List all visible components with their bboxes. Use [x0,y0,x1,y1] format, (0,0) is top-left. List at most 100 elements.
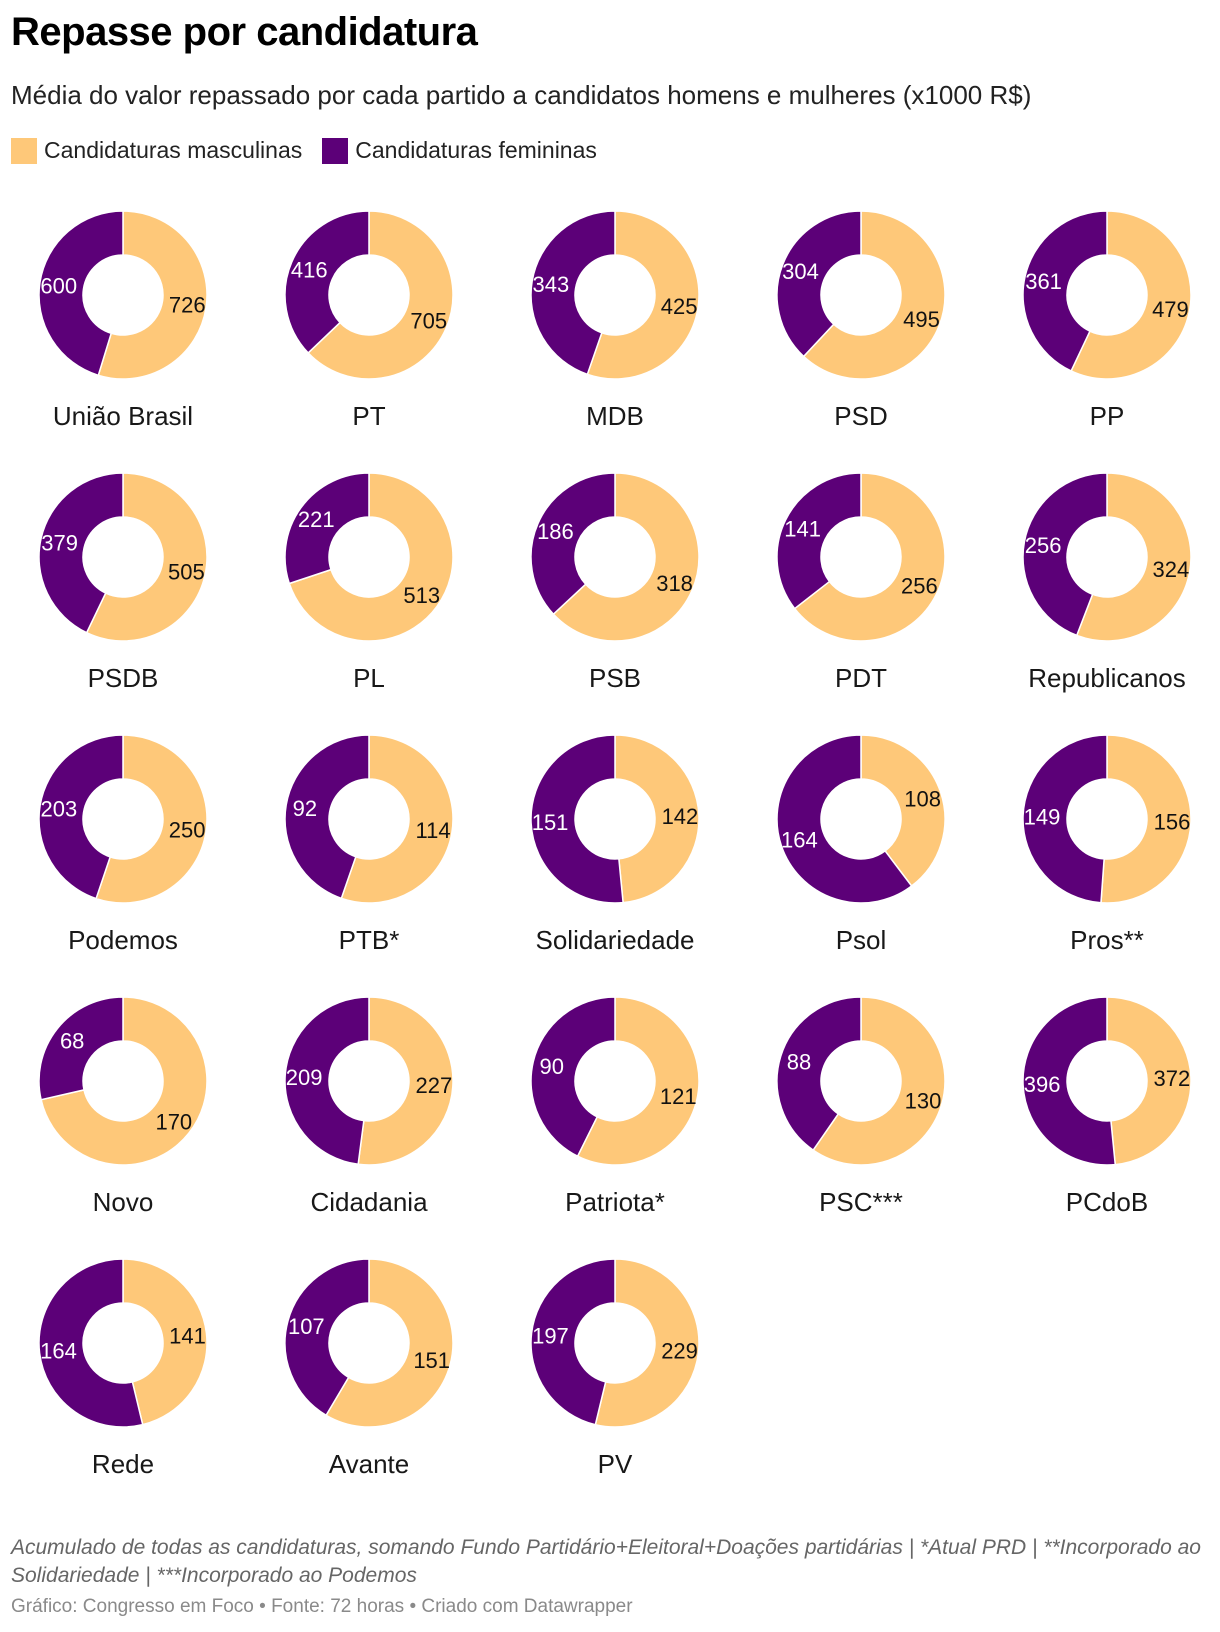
slice-female [284,734,370,900]
value-label-female: 92 [293,796,317,821]
value-label-male: 372 [1154,1066,1191,1091]
party-label: PSDB [88,663,159,693]
party-label: União Brasil [53,401,193,431]
slice-female [284,1258,370,1417]
credits: Gráfico: Congresso em Foco • Fonte: 72 h… [11,1596,633,1617]
legend-swatch-female [322,137,349,164]
value-label-male: 250 [169,818,206,843]
value-label-female: 221 [298,507,335,532]
party-label: Solidariedade [535,925,694,955]
slice-male [1100,734,1192,904]
slice-female [1022,996,1117,1166]
slice-male [1075,472,1192,642]
value-label-male: 114 [416,818,451,843]
slice-female [530,1258,616,1426]
party-label: Republicanos [1028,663,1186,693]
donut-pl: 513 221 PL [284,472,454,693]
value-label-male: 141 [169,1323,206,1348]
slice-female [38,472,124,634]
party-label: Podemos [68,925,178,955]
value-label-male: 170 [155,1110,192,1135]
slice-male [40,996,208,1166]
value-label-female: 600 [40,273,77,298]
value-label-female: 107 [288,1314,325,1339]
slice-male [1070,210,1192,380]
party-label: PSC*** [819,1187,903,1217]
slice-female [1022,472,1108,637]
donut-pp: 479 361 PP [1022,210,1192,431]
legend-label-male: Candidaturas masculinas [44,137,303,163]
donut-solidariedade: 142 151 Solidariedade [530,734,700,955]
donut-psb: 318 186 PSB [530,472,700,693]
slice-male [802,210,946,380]
party-label: PP [1090,401,1125,431]
donut-psd: 495 304 PSD [776,210,946,431]
slice-female [38,996,124,1101]
slice-female [284,472,370,585]
value-label-female: 209 [286,1065,323,1090]
donut-mdb: 425 343 MDB [530,210,700,431]
legend: Candidaturas masculinas Candidaturas fem… [11,137,617,164]
slice-female [284,996,370,1166]
value-label-female: 379 [41,531,78,556]
donut-avante: 151 107 Avante [284,1258,454,1479]
donut-pcdob: 372 396 PCdoB [1022,996,1192,1217]
slice-male [307,210,454,380]
value-label-male: 108 [904,786,941,811]
party-label: Novo [93,1187,154,1217]
value-label-male: 505 [168,559,205,584]
donut-republicanos: 324 256 Republicanos [1022,472,1192,693]
slice-male [576,996,700,1166]
value-label-female: 343 [533,272,570,297]
slice-female [776,210,862,358]
slice-female [38,210,124,377]
party-label: MDB [586,401,644,431]
donut-psol: 108 164 Psol [776,734,946,955]
value-label-female: 256 [1025,533,1062,558]
slice-male [122,1258,208,1426]
slice-female [284,210,370,354]
slice-male [325,1258,454,1428]
donut-rede: 141 164 Rede [38,1258,208,1479]
donut-ptb-: 114 92 PTB* [284,734,454,955]
value-label-female: 416 [291,257,328,282]
legend-item-male: Candidaturas masculinas [11,137,302,164]
slice-male [614,734,700,904]
slice-male [95,734,208,904]
donut-pv: 229 197 PV [530,1258,700,1479]
slice-female [1022,734,1108,904]
slice-female [38,1258,144,1428]
value-label-male: 121 [660,1084,697,1109]
slice-female [530,472,616,616]
donut-psdb: 505 379 PSDB [38,472,208,693]
slice-male [793,472,946,642]
value-label-female: 141 [784,516,821,541]
donut-psc-: 130 88 PSC*** [776,996,946,1217]
value-label-female: 304 [782,259,819,284]
slice-male [860,734,946,888]
value-label-male: 425 [661,294,698,319]
value-label-female: 88 [787,1050,811,1075]
party-label: PT [352,401,385,431]
donut-pdt: 256 141 PDT [776,472,946,693]
chart-subtitle: Média do valor repassado por cada partid… [11,80,1032,110]
donut-cidadania: 227 209 Cidadania [284,996,454,1217]
slice-male [97,210,208,380]
value-label-male: 151 [413,1348,450,1373]
party-label: Rede [92,1449,154,1479]
value-label-female: 164 [781,828,818,853]
slice-female [776,472,862,610]
slice-female [38,734,124,900]
value-label-male: 495 [903,307,940,332]
value-label-female: 68 [60,1028,84,1053]
party-label: Patriota* [565,1187,665,1217]
slice-female [530,996,616,1158]
value-label-female: 203 [41,796,78,821]
value-label-female: 149 [1024,805,1061,830]
value-label-female: 396 [1024,1072,1061,1097]
value-label-male: 156 [1154,809,1191,834]
party-label: PSB [589,663,641,693]
value-label-male: 479 [1152,297,1189,322]
value-label-male: 130 [905,1088,942,1113]
